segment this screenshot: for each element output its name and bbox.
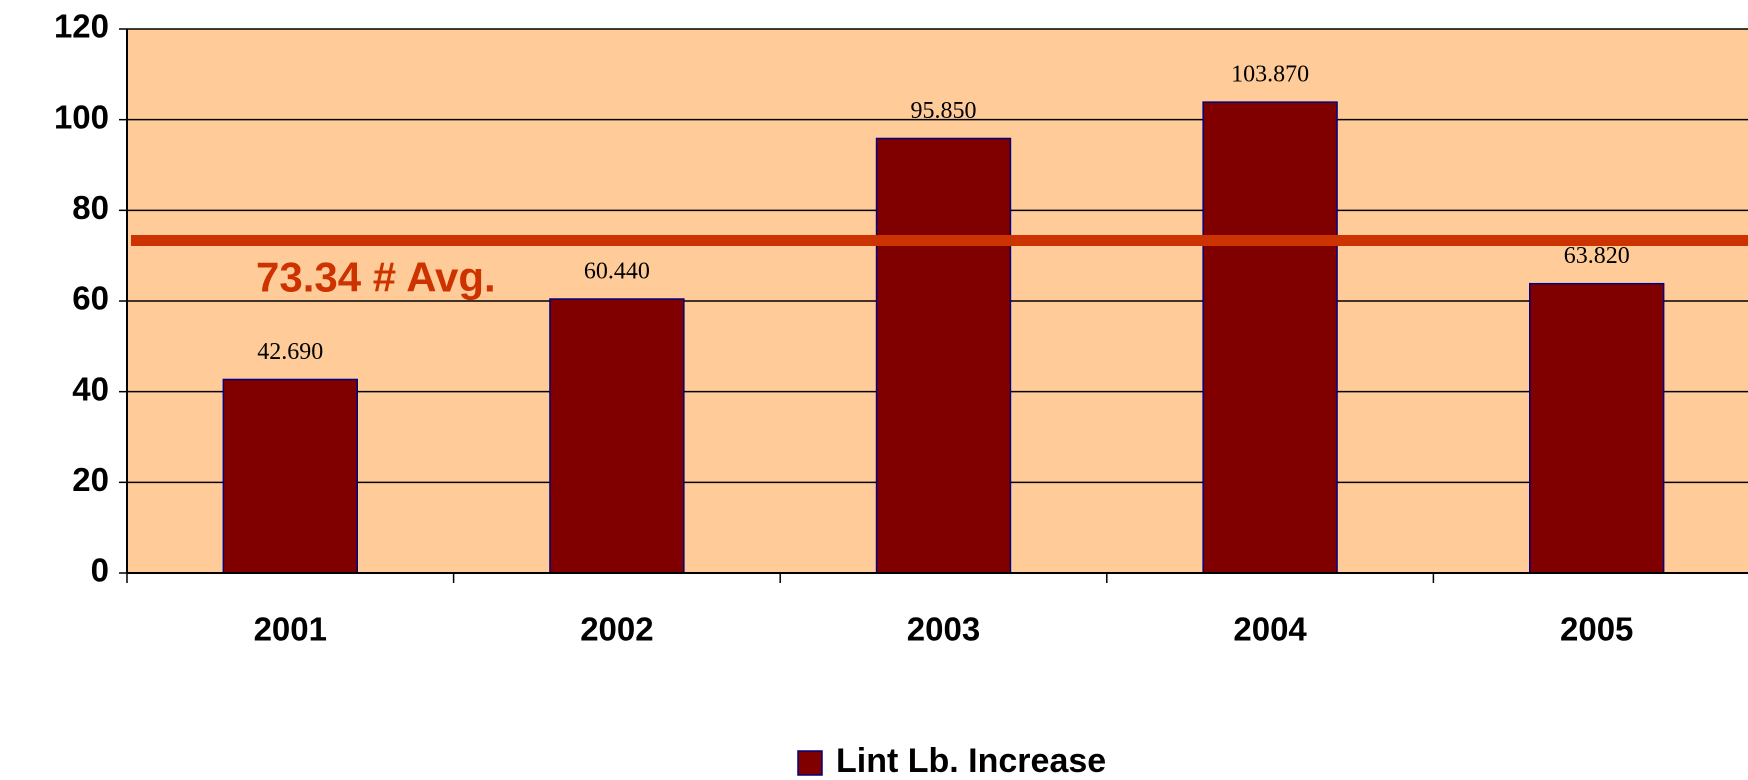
- data-label: 60.440: [584, 259, 650, 285]
- bar: [222, 378, 359, 574]
- x-tick-label: 2003: [907, 611, 980, 648]
- x-tick-label: 2005: [1560, 611, 1633, 648]
- y-tick-label: 20: [72, 461, 109, 498]
- y-tick-label: 120: [54, 8, 109, 45]
- legend-swatch: [797, 750, 823, 776]
- y-tick-label: 60: [72, 280, 109, 317]
- average-label: 73.34 # Avg.: [256, 254, 496, 301]
- data-label: 63.820: [1564, 243, 1630, 269]
- x-tick-label: 2002: [580, 611, 653, 648]
- bar: [1528, 282, 1665, 574]
- bar: [1202, 101, 1338, 574]
- bar: [549, 298, 685, 574]
- data-label: 95.850: [911, 98, 977, 124]
- y-tick-label: 0: [91, 552, 109, 589]
- y-tick-label: 40: [72, 370, 109, 407]
- bar: [875, 137, 1012, 574]
- x-tick-label: 2001: [254, 611, 327, 648]
- legend-label: Lint Lb. Increase: [836, 742, 1106, 780]
- x-tick-label: 2004: [1233, 611, 1307, 648]
- y-tick-label: 100: [54, 98, 109, 135]
- data-label: 42.690: [257, 339, 323, 365]
- y-tick-label: 80: [72, 189, 109, 226]
- data-label: 103.870: [1231, 62, 1309, 88]
